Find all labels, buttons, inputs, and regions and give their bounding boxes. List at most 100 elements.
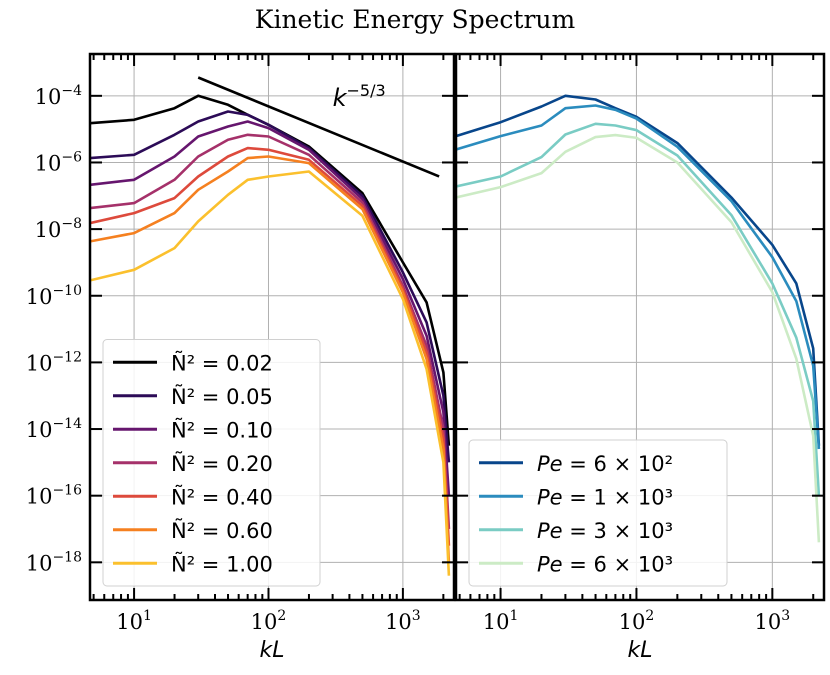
legend-item: Ñ² = 0.40 [113,483,273,509]
x-tick-label: 103 [385,608,421,634]
legend-label: Pe = 3 × 10³ [537,519,673,543]
tick-exp: 3 [781,608,790,624]
x-axis-label: kL [628,638,653,663]
chart-title: Kinetic Energy Spectrum [255,5,576,34]
series-line-3 [90,120,451,496]
series-line-4 [90,133,451,530]
legend-label: Ñ² = 1.00 [171,550,273,576]
legend-value: = 6 × 10³ [563,552,673,576]
legend-box [468,439,728,587]
legend-label: Ñ² = 0.02 [171,349,273,375]
tick-exp: −10 [52,283,82,299]
tick-exp: −8 [61,216,82,232]
reference-line [197,76,440,178]
axes-frame [88,52,456,602]
y-tick-label: 10−12 [26,349,82,375]
tick-base: 10 [116,610,143,634]
tick-exp: 1 [143,608,152,624]
y-tick-label: 10−8 [35,216,82,242]
legend-label: Pe = 1 × 10³ [537,485,673,509]
x-axis-label: kL [260,638,285,663]
tick-base: 10 [26,418,53,442]
tick-exp: −14 [52,416,82,432]
legend-item: Ñ² = 0.05 [113,383,273,409]
series-line-2 [456,104,821,450]
reference-line-label: k−5/3 [333,81,386,112]
legend-var: Pe [537,485,563,509]
series-line-3 [456,122,821,496]
series-line-2 [90,110,451,463]
legend-item: Ñ² = 0.20 [113,450,273,476]
tick-base: 10 [26,551,53,575]
legend-value: = 1 × 10³ [563,485,673,509]
tick-exp: −16 [52,483,82,499]
tick-base: 10 [619,610,646,634]
tick-exp: 3 [412,608,421,624]
axes-frame [454,52,826,602]
legend-value: = 3 × 10³ [563,519,673,543]
legend-item: Pe = 6 × 10³ [479,552,673,576]
x-tick-label: 102 [619,608,655,634]
series-line-1 [456,94,821,446]
legend-label: Ñ² = 0.05 [171,383,273,409]
tick-base: 10 [35,85,62,109]
series-line-6 [90,155,451,563]
x-tick-label: 101 [483,608,519,634]
tick-base: 10 [26,351,53,375]
y-tick-label: 10−18 [26,549,82,575]
y-tick-label: 10−4 [35,83,82,109]
label-exp: −5/3 [347,81,386,100]
tick-base: 10 [385,610,412,634]
series-group [456,94,821,543]
series-line-7 [90,170,451,576]
legend-var: Pe [537,519,563,543]
tick-base: 10 [251,610,278,634]
y-tick-label: 10−14 [26,416,82,442]
tick-exp: 2 [645,608,654,624]
legend-label: Ñ² = 0.40 [171,483,273,509]
legend-var: Pe [537,452,563,476]
legend-label: Pe = 6 × 10³ [537,552,673,576]
tick-exp: −18 [52,549,82,565]
x-tick-label: 101 [116,608,152,634]
tick-exp: 2 [277,608,286,624]
tick-exp: −4 [61,83,82,99]
legend-box [102,339,321,587]
tick-base: 10 [35,151,62,175]
legend-item: Ñ² = 1.00 [113,550,273,576]
legend-item: Pe = 3 × 10³ [479,519,673,543]
series-group [90,76,451,576]
tick-exp: −12 [52,349,82,365]
x-tick-label: 103 [755,608,791,634]
y-tick-label: 10−10 [26,283,82,309]
tick-base: 10 [26,285,53,309]
label-base: k [333,84,348,112]
legend-item: Pe = 1 × 10³ [479,485,673,509]
legend-item: Ñ² = 0.10 [113,416,273,442]
legend-label: Pe = 6 × 10² [537,452,673,476]
tick-base: 10 [483,610,510,634]
legend-label: Ñ² = 0.10 [171,416,273,442]
legend-var: Pe [537,552,563,576]
tick-base: 10 [26,485,53,509]
tick-base: 10 [35,218,62,242]
series-line-5 [90,146,451,546]
legend-item: Ñ² = 0.60 [113,517,273,543]
legend-value: = 6 × 10² [563,452,673,476]
tick-exp: −6 [61,149,82,165]
tick-base: 10 [755,610,782,634]
legend: Ñ² = 0.02 Ñ² = 0.05 Ñ² = 0.10 Ñ² = 0.20 Ñ² =… [102,339,321,587]
series-line-4 [456,133,821,543]
legend-label: Ñ² = 0.60 [171,517,273,543]
x-tick-label: 102 [251,608,287,634]
y-tick-label: 10−16 [26,483,82,509]
legend-item: Ñ² = 0.02 [113,349,273,375]
legend-label: Ñ² = 0.20 [171,450,273,476]
y-tick-label: 10−6 [35,149,82,175]
legend-item: Pe = 6 × 10² [479,452,673,476]
